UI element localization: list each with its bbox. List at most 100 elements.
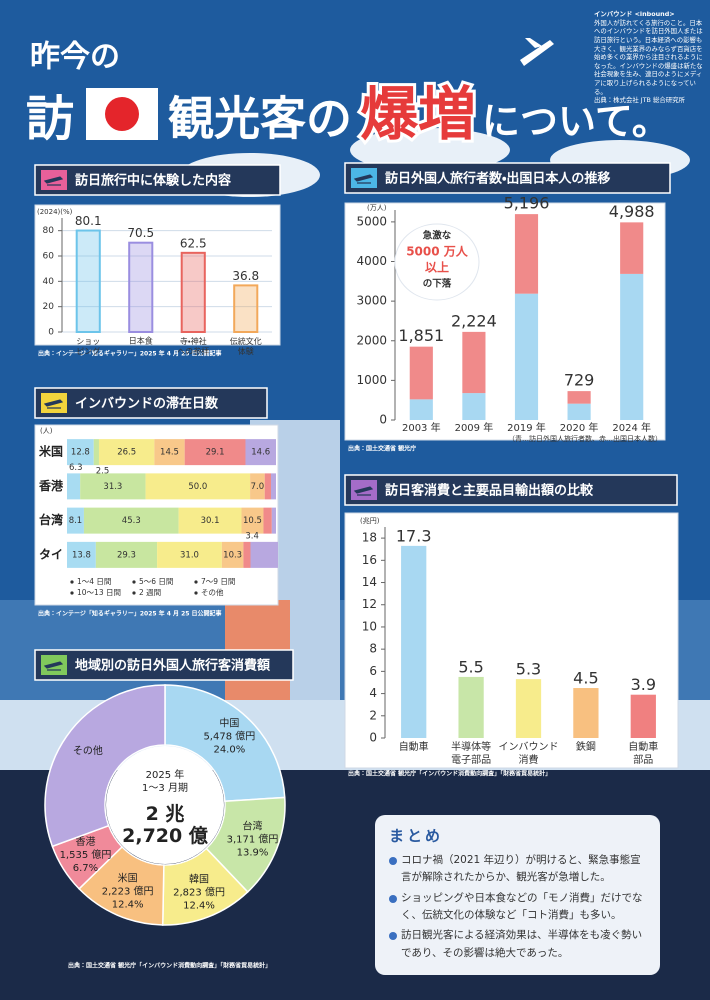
value-label: 14.5 <box>160 448 179 458</box>
value-label: 50.0 <box>188 482 207 492</box>
total-label: 5,196 <box>504 194 550 213</box>
x-tick-label: 寺・神社への参拝 <box>177 336 209 356</box>
value-label: 13.8 <box>72 550 91 560</box>
flag-circle <box>105 97 139 131</box>
header-line: 昨今の <box>30 40 120 75</box>
annotation: 5000 万人 <box>406 245 469 259</box>
source: 出典：国土交通省 観光庁「インバウンド消費動向調査」「財務省貿易統計」 <box>348 770 551 778</box>
bar-segment <box>270 473 276 500</box>
chart-title: 訪日旅行中に体験した内容 <box>75 173 231 189</box>
title-bar <box>344 162 671 194</box>
value-label: 29.1 <box>206 448 225 458</box>
y-tick-label: 5000 <box>356 214 387 228</box>
value-label: 26.5 <box>117 448 136 458</box>
value-label: 6.3 <box>69 463 83 473</box>
bar <box>233 284 259 333</box>
y-tick-label: 4 <box>369 686 377 700</box>
slice-label: 中国 <box>219 716 239 729</box>
legend-marker <box>132 580 136 584</box>
bar-segment <box>93 439 99 466</box>
x-tick-label: 半導体等電子部品 <box>451 740 491 766</box>
slice-value: 12.4% <box>112 899 144 910</box>
plane-icon <box>43 399 64 409</box>
plane-icon <box>43 176 64 186</box>
legend-marker <box>194 591 198 595</box>
category-label: 台湾 <box>39 512 63 527</box>
bar-segment <box>145 473 251 500</box>
annotation: の下落 <box>423 278 452 290</box>
y-tick-label: 1000 <box>356 373 387 387</box>
title-bar <box>34 164 281 196</box>
bar-segment <box>250 541 278 568</box>
value-label: 36.8 <box>232 269 259 283</box>
bar-segment <box>567 391 591 404</box>
bar-segment <box>263 507 272 534</box>
value-label: 2.5 <box>96 467 110 477</box>
unit-label: (兆円) <box>360 516 380 525</box>
slice-value: 2,223 億円 <box>102 884 154 897</box>
x-tick-label: 2009 年 <box>455 421 494 434</box>
x-tick-label: 日本食 <box>129 336 153 346</box>
y-tick-label: 80 <box>43 226 55 236</box>
unit-label: (万人) <box>367 204 387 212</box>
value-label: 31.0 <box>180 550 199 560</box>
value-label: 5.3 <box>516 660 541 679</box>
bar-segment <box>264 473 271 500</box>
slice-label: 米国 <box>118 871 138 884</box>
slice-value: 3,171 億円 <box>227 832 279 845</box>
value-label: 17.3 <box>396 526 432 545</box>
value-label: 8.1 <box>69 516 83 526</box>
value-label: 10.3 <box>223 550 242 560</box>
value-label: 3.4 <box>245 531 259 541</box>
x-tick-label: 2003 年 <box>402 421 441 434</box>
bar-segment <box>157 541 222 568</box>
slice-value: 24.0% <box>213 744 245 755</box>
legend-note: （青…訪日外国人旅行者数、赤…出国日本人数） <box>508 434 662 443</box>
source: 出典：国土交通省 観光庁「インバウンド消費動向調査」「財務省貿易統計」 <box>68 962 271 970</box>
category-label: タイ <box>39 547 63 561</box>
bar-segment <box>95 541 158 568</box>
source: 出典：国土交通省 観光庁 <box>348 445 416 453</box>
slice-label: 台湾 <box>243 819 263 832</box>
x-tick-label: 自動車 <box>399 740 429 753</box>
summary-item: 訪日観光客による経済効果は、半導体をも凌ぐ勢いであり、その影響は絶大であった。 <box>389 927 646 962</box>
bar-segment <box>245 439 276 466</box>
bar-segment <box>409 346 433 400</box>
slice-value: 2,823 億円 <box>173 886 225 899</box>
bar-segment <box>184 439 246 466</box>
value-label: 12.8 <box>71 448 90 458</box>
header-word: 観光客の <box>168 92 352 146</box>
slice-label: その他 <box>73 744 103 757</box>
summary: まとめ コロナ禍（2021 年辺り）が明けると、緊急事態宣言が解除されたからか、… <box>375 815 660 975</box>
unit-label: (2024)(%) <box>37 208 73 216</box>
bar-segment <box>98 439 155 466</box>
bar <box>458 676 484 738</box>
total-label: 2,224 <box>451 311 497 330</box>
slice-value: 6.7% <box>73 863 98 874</box>
x-tick-label: 2024 年 <box>612 421 651 434</box>
legend-label: 5～6 日間 <box>139 577 173 586</box>
bar-segment <box>178 507 242 534</box>
header-word: 訪 <box>26 91 74 147</box>
value-label: 5.5 <box>458 657 483 676</box>
slice-value: 1,535 億円 <box>60 848 112 861</box>
title-bar <box>344 474 678 506</box>
plot-area: 12.8 2.5 26.5 14.5 29.1 14.6 6.3 31.3 50.0 7.0 8.1… <box>67 439 278 568</box>
cloud <box>350 128 510 172</box>
y-tick-label: 2000 <box>356 333 387 347</box>
bar-segment <box>154 439 185 466</box>
y-tick-label: 18 <box>362 531 377 545</box>
y-tick-label: 0 <box>48 328 54 338</box>
plane-icon <box>43 661 64 671</box>
unit-label: (人) <box>40 427 53 435</box>
y-tick-label: 12 <box>362 597 377 611</box>
x-tick-label: 伝統文化体験 <box>230 336 262 356</box>
source: 出典：インテージ「知るギャラリー」2025 年 4 月 25 日公開記事 <box>38 350 222 358</box>
category-label: 米国 <box>39 444 63 459</box>
y-tick-label: 10 <box>362 619 377 633</box>
y-tick-label: 0 <box>369 731 377 745</box>
total-label: 4,988 <box>609 202 655 221</box>
summary-list: コロナ禍（2021 年辺り）が明けると、緊急事態宣言が解除されたからか、観光客が… <box>389 852 646 962</box>
bar-segment <box>514 214 539 294</box>
x-tick-label: インバウンド消費 <box>499 741 559 766</box>
